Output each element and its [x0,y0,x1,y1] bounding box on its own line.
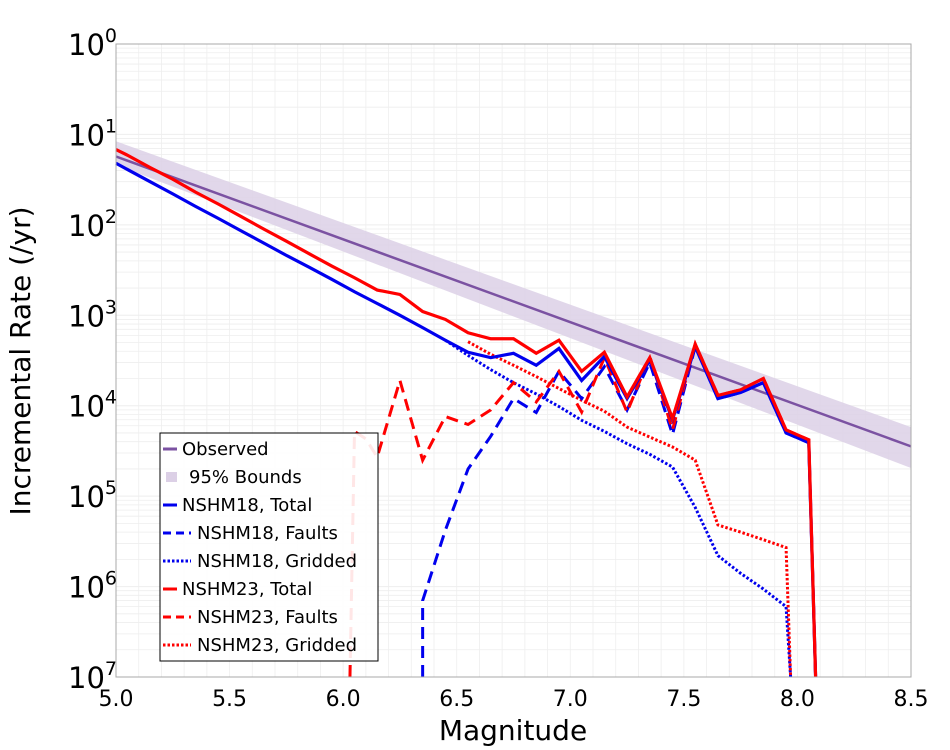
legend: Observed 95% Bounds NSHM18, Total NSHM18, F… [159,432,379,662]
y-tick-label: 104 [68,387,117,424]
x-tick-label: 7.5 [666,687,701,712]
y-tick-label: 107 [68,658,117,695]
legend-label: 95% Bounds [189,467,302,488]
tick-labels: 5.0 5.5 6.0 6.5 7.0 7.5 8.0 8.5 100 101 102 103 104 1… [68,25,929,712]
legend-label: NSHM23, Total [182,579,312,600]
y-tick-label: 106 [68,568,117,605]
series-nshm23-total [115,148,818,678]
legend-label: NSHM18, Faults [197,523,338,544]
series-nshm23-gridded [467,340,793,678]
series-nshm18-gridded [444,338,793,678]
x-tick-label: 6.5 [439,687,474,712]
legend-frame [159,432,379,662]
x-axis-title: Magnitude [439,714,587,747]
x-tick-label: 7.0 [553,687,588,712]
legend-label: NSHM18, Total [182,495,312,516]
series-layer [115,148,912,678]
legend-label: Observed [182,439,269,460]
series-observed [115,155,912,448]
legend-swatch [166,472,177,482]
x-tick-label: 8.5 [894,687,929,712]
y-tick-label: 105 [68,477,117,514]
x-tick-label: 5.5 [212,687,247,712]
legend-label: NSHM23, Gridded [197,635,357,656]
y-tick-label: 101 [68,115,117,152]
x-tick-label: 6.0 [326,687,361,712]
legend-label: NSHM18, Gridded [197,551,357,572]
y-tick-label: 102 [68,206,117,243]
plot-frame [115,43,912,678]
y-tick-label: 103 [68,296,117,333]
y-tick-label: 100 [68,25,117,62]
x-tick-label: 8.0 [780,687,815,712]
legend-label: NSHM23, Faults [197,607,338,628]
y-axis-title: Incremental Rate (/yr) [4,206,37,515]
x-tick-label: 5.0 [99,687,134,712]
